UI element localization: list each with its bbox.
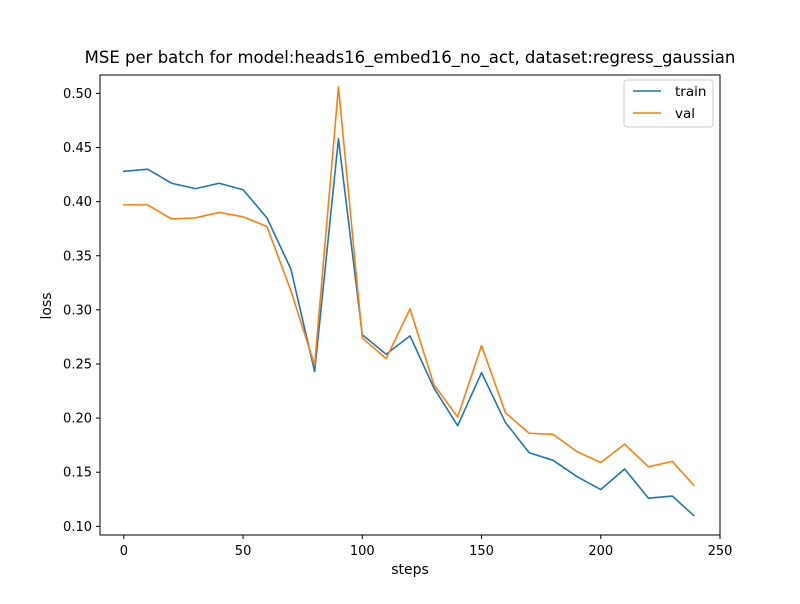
x-tick-label: 150 xyxy=(469,544,494,559)
x-axis-label: steps xyxy=(391,562,429,578)
y-axis-label: loss xyxy=(39,292,55,319)
y-tick-label: 0.10 xyxy=(63,520,92,535)
x-tick-label: 0 xyxy=(120,544,128,559)
y-tick-label: 0.45 xyxy=(63,141,92,156)
x-tick-label: 250 xyxy=(708,544,733,559)
y-tick-label: 0.30 xyxy=(63,303,92,318)
axes-frame xyxy=(99,74,721,536)
legend-label-train: train xyxy=(675,84,706,100)
chart-title: MSE per batch for model:heads16_embed16_… xyxy=(85,48,736,68)
y-tick-label: 0.50 xyxy=(63,87,92,102)
y-tick-label: 0.35 xyxy=(63,249,92,264)
legend: train val xyxy=(623,79,714,128)
y-tick-label: 0.40 xyxy=(63,195,92,210)
legend-label-val: val xyxy=(675,106,695,122)
x-tick-label: 100 xyxy=(350,544,375,559)
plot-area xyxy=(122,86,695,517)
axes: 0 50 100 150 200 250 0.10 0.15 0.20 0.25 0.30 0.35 0… xyxy=(63,74,733,559)
y-tick-label: 0.15 xyxy=(63,466,92,481)
series-line-train xyxy=(122,138,695,517)
x-tick-label: 50 xyxy=(235,544,252,559)
y-tick-label: 0.25 xyxy=(63,357,92,372)
x-tick-label: 200 xyxy=(588,544,613,559)
y-tick-label: 0.20 xyxy=(63,412,92,427)
series-line-val xyxy=(123,86,695,487)
